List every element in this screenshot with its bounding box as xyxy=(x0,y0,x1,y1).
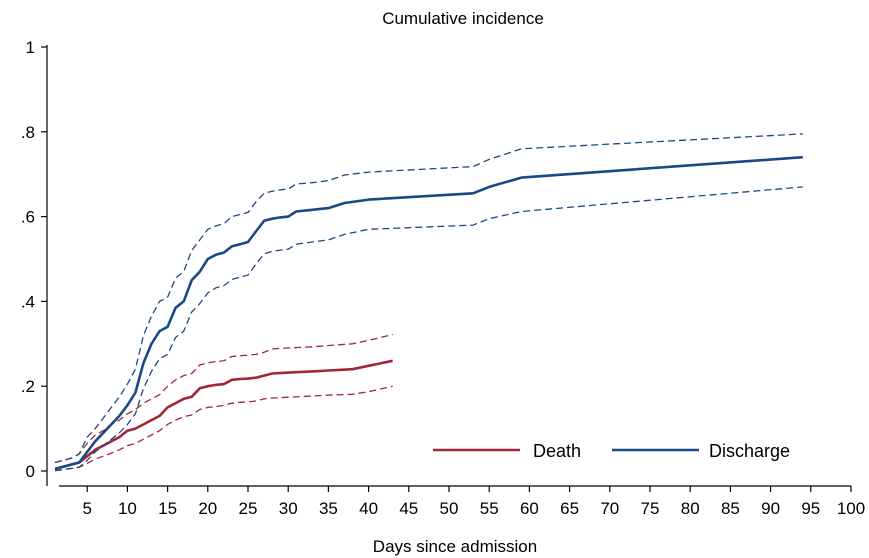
death-upper-ci-line xyxy=(54,333,393,464)
y-tick-label: .6 xyxy=(21,208,35,227)
discharge-lower-ci-line xyxy=(54,186,803,472)
x-tick-label: 45 xyxy=(399,499,418,518)
x-tick-label: 100 xyxy=(837,499,865,518)
death-lower-ci-line xyxy=(54,385,393,472)
x-tick-label: 25 xyxy=(239,499,258,518)
discharge-series-line xyxy=(54,155,803,471)
x-tick-label: 65 xyxy=(560,499,579,518)
chart-title: Cumulative incidence xyxy=(382,9,544,28)
x-tick-label: 50 xyxy=(440,499,459,518)
x-tick-label: 30 xyxy=(279,499,298,518)
x-tick-label: 75 xyxy=(641,499,660,518)
y-tick-label: 1 xyxy=(26,38,35,57)
x-axis-title: Days since admission xyxy=(373,537,537,556)
death-series-line xyxy=(54,359,393,471)
x-tick-label: 15 xyxy=(158,499,177,518)
x-tick-label: 10 xyxy=(118,499,137,518)
x-tick-label: 95 xyxy=(801,499,820,518)
legend: Death Discharge xyxy=(433,441,790,461)
y-tick-label: .8 xyxy=(21,123,35,142)
x-tick-label: 55 xyxy=(480,499,499,518)
x-tick-label: 90 xyxy=(761,499,780,518)
y-tick-label: .4 xyxy=(21,292,35,311)
discharge-upper-ci-line xyxy=(54,133,803,464)
death-legend-label: Death xyxy=(533,441,581,461)
plot-area xyxy=(54,133,803,472)
x-tick-label: 60 xyxy=(520,499,539,518)
y-tick-label: .2 xyxy=(21,377,35,396)
x-tick-label: 40 xyxy=(359,499,378,518)
axes: 0.2.4.6.815 10 15 20 25 30 35 40 45 50 55 60 65 70 75 8… xyxy=(21,38,865,518)
x-tick-label: 20 xyxy=(198,499,217,518)
x-tick-label: 70 xyxy=(600,499,619,518)
x-tick-label: 80 xyxy=(681,499,700,518)
y-tick-label: 0 xyxy=(26,462,35,481)
x-tick-label: 85 xyxy=(721,499,740,518)
x-tick-label: 35 xyxy=(319,499,338,518)
discharge-legend-label: Discharge xyxy=(709,441,790,461)
x-tick-label: 5 xyxy=(82,499,91,518)
